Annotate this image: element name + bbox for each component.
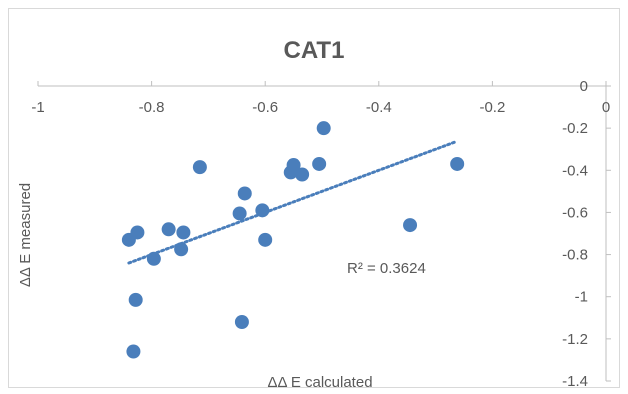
data-point	[237, 186, 252, 201]
y-axis-label: ΔΔ E measured	[17, 183, 34, 287]
data-point	[146, 251, 161, 266]
x-tick-label: 0	[602, 99, 610, 116]
data-point	[176, 225, 191, 240]
chart-frame	[8, 8, 620, 388]
y-tick-label: -1	[575, 289, 588, 306]
y-tick-label: -1.2	[562, 331, 588, 348]
data-points	[121, 121, 465, 359]
data-point	[450, 156, 465, 171]
y-tick-label: 0	[580, 78, 588, 95]
axes	[38, 85, 607, 381]
data-point	[316, 121, 331, 136]
x-axis-label: ΔΔ E calculated	[267, 374, 372, 391]
y-axis-ticks: 0 -0.2 -0.4 -0.6 -0.8 -1 -1.2 -1.4	[562, 78, 611, 390]
x-tick-label: -0.6	[252, 99, 278, 116]
x-tick-label: -1	[31, 99, 44, 116]
r-squared-annotation: R² = 0.3624	[347, 260, 426, 277]
data-point	[192, 160, 207, 175]
data-point	[128, 292, 143, 307]
x-tick-label: -0.4	[366, 99, 392, 116]
data-point	[403, 218, 418, 233]
data-point	[126, 344, 141, 359]
x-axis-ticks: -1 -0.8 -0.6 -0.4 -0.2 0	[31, 81, 610, 116]
data-point	[174, 242, 189, 257]
data-point	[295, 167, 310, 182]
data-point	[232, 206, 247, 221]
y-tick-label: -1.4	[562, 373, 588, 390]
y-tick-label: -0.6	[562, 204, 588, 221]
y-tick-label: -0.4	[562, 162, 588, 179]
data-point	[286, 158, 301, 173]
chart-title: CAT1	[284, 37, 345, 64]
data-point	[258, 232, 273, 247]
data-point	[234, 315, 249, 329]
data-point	[255, 203, 270, 218]
data-point	[130, 225, 145, 240]
x-tick-label: -0.8	[139, 99, 165, 116]
y-tick-label: -0.2	[562, 120, 588, 137]
data-point	[161, 222, 176, 237]
y-tick-label: -0.8	[562, 247, 588, 264]
data-point	[312, 156, 327, 171]
x-tick-label: -0.2	[479, 99, 505, 116]
